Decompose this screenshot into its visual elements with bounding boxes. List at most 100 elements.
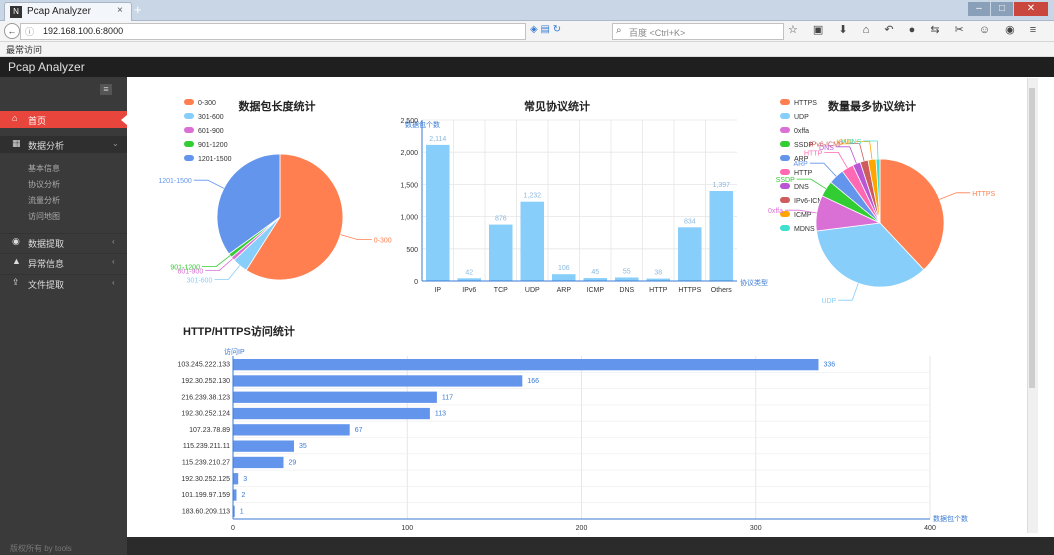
scrollbar-thumb[interactable]	[1029, 88, 1035, 388]
pie-protocol-legend-swatch	[780, 183, 790, 189]
toolbar-icons[interactable]: ☆ ▣ ⬇ ⌂ ↶ ● ⇆ ✂ ☺ ◉ ≡	[788, 24, 1043, 36]
sidebar-item-analysis[interactable]: ▦ 数据分析 ⌄	[0, 136, 127, 153]
hbar-http-value-label: 113	[435, 411, 446, 418]
sidebar-subitem-protocol[interactable]: 协议分析	[28, 180, 60, 189]
pie-protocol-legend-item: IPv6-ICMP	[794, 198, 828, 205]
hbar-http-value-label: 67	[355, 427, 363, 434]
window-maximize-button[interactable]: □	[991, 2, 1013, 16]
new-tab-button[interactable]: +	[134, 2, 142, 17]
eye-icon: ◉	[12, 236, 20, 246]
pie-protocol-label-line	[845, 143, 865, 162]
sidebar-item-extract[interactable]: ◉ 数据提取 ‹	[0, 233, 127, 251]
hbar-http-bar	[233, 424, 350, 436]
sidebar-subitem-flow[interactable]: 流量分析	[28, 196, 60, 205]
pie-protocol-slice-label: DNS	[819, 145, 834, 152]
hbar-http-bar	[233, 505, 235, 517]
bar-protocol-value-label: 1,397	[713, 182, 731, 189]
charts-canvas: 数据包长度统计0-300301-600601-900901-12001201-1…	[158, 99, 996, 532]
sidebar-item-home[interactable]: ⌂ 首页	[0, 111, 127, 128]
info-icon[interactable]: ⓘ	[25, 27, 35, 37]
hbar-http-xlabel: 数据包个数	[933, 514, 968, 523]
hbar-http-value-label: 117	[442, 394, 453, 401]
sidebar-toggle-button[interactable]: ≡	[100, 84, 112, 95]
sidebar-item-label: 数据提取	[28, 239, 65, 249]
bar-protocol-xlabel: 协议类型	[740, 278, 768, 287]
window-close-button[interactable]: ✕	[1014, 2, 1048, 16]
pie-protocol-label-line	[863, 140, 879, 160]
hbar-http-xtick: 0	[231, 525, 235, 532]
pie-protocol-label-line	[835, 146, 857, 164]
bottom-bar	[127, 537, 1054, 555]
pie-length-legend-item: 601-900	[198, 128, 224, 135]
bar-protocol-title: 常见协议统计	[524, 99, 590, 113]
bar-protocol-value-label: 38	[654, 270, 662, 277]
url-bar[interactable]: ⓘ 192.168.100.6:8000	[20, 23, 526, 40]
browser-tab-bar: N Pcap Analyzer × + – □ ✕	[0, 0, 1054, 21]
bar-protocol-xtick: TCP	[494, 287, 508, 294]
pie-length-slice-label: 301-600	[187, 277, 213, 284]
bar-protocol-bar	[457, 278, 481, 281]
pie-protocol-slice-label: 0xffa	[768, 208, 783, 215]
app-title[interactable]: Pcap Analyzer	[8, 60, 85, 74]
hbar-http-value-label: 29	[289, 459, 297, 466]
pie-protocol-slice-label: SSDP	[776, 177, 795, 184]
search-icon: ⌕	[616, 25, 622, 36]
pie-length-slice	[245, 153, 344, 281]
window-minimize-button[interactable]: –	[968, 2, 990, 16]
warning-icon: ▲	[12, 256, 21, 266]
pie-protocol-slice	[879, 158, 945, 271]
hbar-http-bar	[233, 473, 239, 485]
pie-length-slice-label: 601-900	[178, 269, 204, 276]
bar-protocol-xtick: Others	[711, 287, 733, 294]
pie-protocol-slice	[875, 158, 881, 224]
pie-length-legend-swatch	[184, 99, 194, 105]
sidebar-item-alerts[interactable]: ▲ 异常信息 ‹	[0, 253, 127, 271]
browser-nav-bar: ← ⓘ 192.168.100.6:8000 ◈ ▤ ↻ ⌕ 百度 <Ctrl+…	[0, 21, 1054, 42]
hbar-http-ytick: 192.30.252.124	[181, 411, 230, 418]
hbar-http-xtick: 100	[401, 525, 413, 532]
pie-length-label-line	[202, 255, 231, 268]
search-placeholder: 百度 <Ctrl+K>	[629, 28, 686, 38]
hbar-http-ytick: 183.60.209.113	[182, 508, 230, 515]
search-input[interactable]: ⌕ 百度 <Ctrl+K>	[612, 23, 784, 40]
sidebar-subitem-basic[interactable]: 基本信息	[28, 164, 60, 173]
bar-protocol-xtick: ARP	[557, 287, 572, 294]
pie-length-slice	[216, 153, 281, 255]
hbar-http-bar	[233, 407, 430, 420]
bar-protocol-value-label: 106	[558, 265, 570, 272]
shield-icon[interactable]: ◈ ▤ ↻	[530, 24, 562, 35]
bookmark-most-visited[interactable]: 最常访问	[6, 45, 43, 55]
sidebar-item-files[interactable]: ⇪ 文件提取 ‹	[0, 274, 127, 292]
pie-protocol-slice-label: HTTPS	[972, 191, 995, 198]
pie-protocol-legend-item: 0xffa	[794, 128, 809, 135]
hbar-http-title: HTTP/HTTPS访问统计	[183, 324, 295, 338]
bookmarks-bar: 最常访问	[0, 42, 1054, 57]
bar-protocol-bar	[489, 224, 513, 281]
hbar-http-bar	[233, 440, 294, 452]
bar-protocol-bar	[552, 274, 576, 281]
hbar-http-xtick: 400	[924, 525, 936, 532]
bar-protocol-value-label: 876	[495, 216, 507, 223]
bar-protocol-value-label: 45	[591, 269, 599, 276]
pie-protocol-legend-swatch	[780, 197, 790, 203]
tab-close-button[interactable]: ×	[117, 5, 123, 16]
bar-protocol-value-label: 2,114	[429, 136, 446, 143]
sidebar-top: ≡	[0, 77, 127, 103]
main-content: 数据包长度统计 0-300 301-600 601-900 901-1200 1201-1…	[127, 77, 1027, 537]
hbar-http-value-label: 3	[243, 476, 247, 483]
pie-length-label-line	[214, 265, 241, 280]
pie-protocol-slice-label: ICMP	[836, 140, 854, 147]
bar-protocol-bar	[678, 227, 702, 281]
bar-protocol-bar	[520, 201, 544, 281]
pie-protocol-legend-swatch	[780, 99, 790, 105]
sidebar-subitem-map[interactable]: 访问地图	[28, 212, 60, 221]
bar-protocol-ytick: 2,000	[400, 150, 418, 157]
browser-tab[interactable]: N Pcap Analyzer ×	[4, 2, 132, 21]
pie-length-slice-label: 0-300	[374, 238, 392, 245]
hbar-http-bar	[233, 375, 523, 387]
hbar-http-value-label: 1	[240, 508, 244, 515]
pie-protocol-slice-label: IPv6-ICMP	[810, 142, 844, 149]
bar-protocol-value-label: 42	[465, 269, 473, 276]
bar-protocol-xtick: UDP	[525, 287, 540, 294]
back-arrow-icon[interactable]: ←	[4, 23, 20, 39]
